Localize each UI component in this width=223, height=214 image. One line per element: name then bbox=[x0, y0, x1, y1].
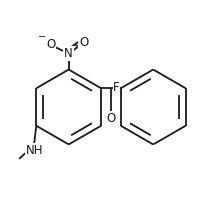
Text: F: F bbox=[113, 81, 120, 94]
Text: O: O bbox=[106, 112, 116, 125]
Text: N: N bbox=[64, 47, 73, 60]
Text: −: − bbox=[38, 32, 46, 42]
Text: O: O bbox=[46, 39, 55, 51]
Text: +: + bbox=[72, 41, 79, 50]
Text: NH: NH bbox=[25, 144, 43, 157]
Text: O: O bbox=[79, 36, 88, 49]
